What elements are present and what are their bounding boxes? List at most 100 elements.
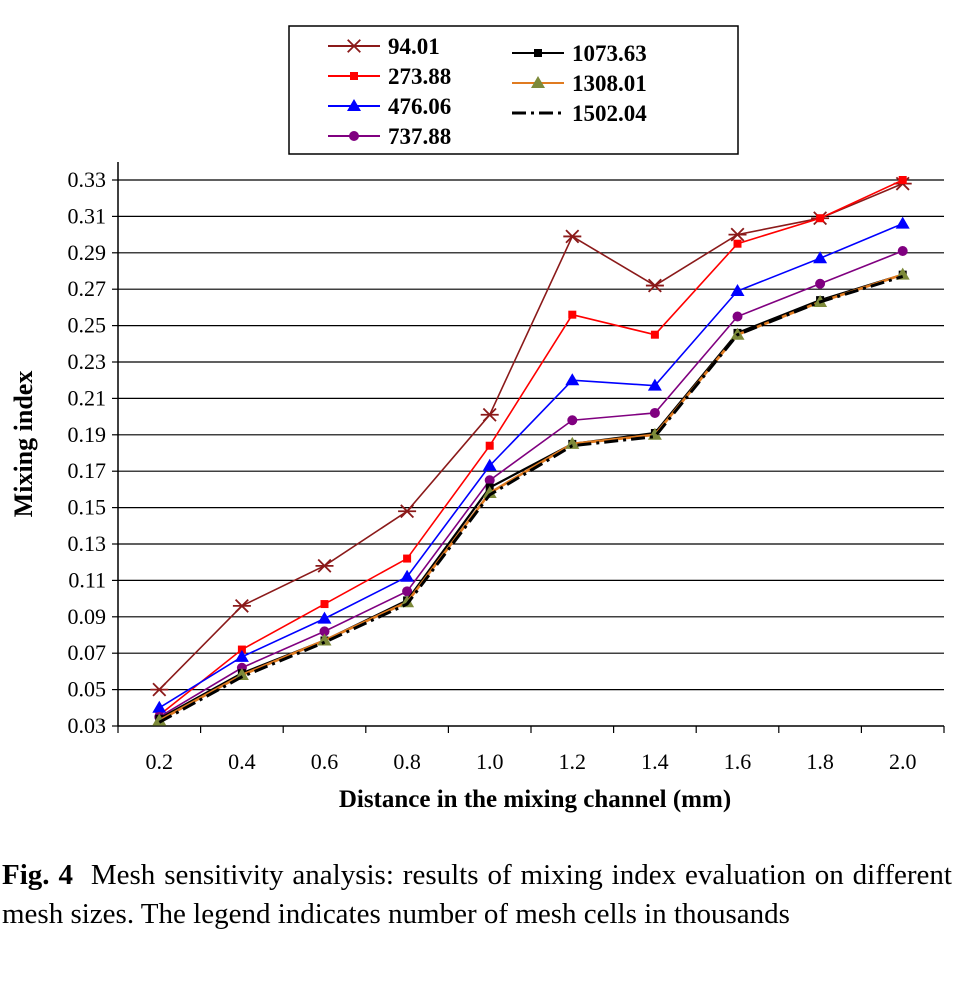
y-tick-label: 0.23 (68, 349, 107, 374)
y-tick-label: 0.27 (68, 276, 107, 301)
series-line (158, 275, 904, 724)
star-stroke (317, 558, 332, 573)
data-point (897, 245, 908, 256)
data-point (645, 278, 664, 293)
data-point (647, 378, 662, 391)
data-point (237, 645, 246, 654)
y-tick-label: 0.09 (68, 604, 107, 629)
data-point (234, 668, 249, 681)
series-737.88 (154, 245, 908, 722)
y-tick-label: 0.15 (68, 495, 107, 520)
data-point (319, 626, 330, 637)
data-point (317, 611, 332, 624)
data-point (482, 486, 497, 499)
legend-entry: 1308.01 (512, 71, 647, 96)
data-point (317, 633, 332, 646)
data-point (320, 600, 329, 609)
y-tick-label: 0.21 (68, 385, 107, 410)
legend-box (288, 25, 739, 155)
x-tick-label: 1.4 (641, 749, 669, 774)
star-stroke (234, 598, 249, 613)
star-stroke (730, 227, 745, 242)
caption-label: Fig. 4 (2, 859, 73, 891)
data-point (565, 373, 580, 386)
axes (112, 162, 945, 733)
series-line (158, 250, 903, 718)
x-tick-label: 0.2 (146, 749, 174, 774)
data-point (730, 284, 745, 297)
data-point (898, 176, 907, 184)
x-tick-label: 1.8 (806, 749, 834, 774)
y-tick-label: 0.19 (68, 422, 107, 447)
data-point (398, 504, 417, 519)
series-94.01 (150, 176, 912, 697)
legend-label: 1308.01 (572, 71, 647, 96)
legend-label: 273.88 (388, 64, 451, 89)
data-point (485, 441, 494, 450)
legend-entry: 476.06 (328, 94, 451, 119)
data-point (568, 310, 577, 319)
legend: 94.01 273.88 476.06 737.88 1073.63 1308.01 150… (288, 25, 739, 155)
legend-entry: 94.01 (328, 34, 440, 59)
data-point (480, 407, 499, 422)
star-stroke (347, 39, 361, 53)
series-line (158, 182, 904, 691)
data-point (563, 229, 582, 244)
data-point (234, 649, 249, 662)
legend-label: 1073.63 (572, 41, 647, 66)
star-stroke (152, 682, 167, 697)
grid-lines (118, 179, 944, 691)
legend-marker (350, 72, 358, 80)
x-tick-label: 1.2 (559, 749, 587, 774)
legend-marker (534, 49, 542, 57)
y-tick-label: 0.31 (68, 203, 107, 228)
series-273.88 (155, 176, 907, 720)
y-tick-label: 0.05 (68, 677, 107, 702)
x-tick-label: 1.6 (724, 749, 752, 774)
y-tick-label: 0.03 (68, 713, 107, 738)
data-point (650, 330, 659, 339)
data-point (728, 227, 747, 242)
legend-marker (345, 39, 363, 53)
x-tick-labels: 0.2 0.4 0.6 0.8 1.0 1.2 1.4 1.6 1.8 2.0 (146, 749, 917, 774)
data-point (816, 214, 825, 223)
y-tick-label: 0.13 (68, 531, 107, 556)
legend-entry: 273.88 (328, 64, 451, 89)
data-point (403, 554, 412, 563)
data-point (815, 278, 826, 289)
x-axis-label: Distance in the mixing channel (mm) (339, 786, 731, 813)
star-stroke (565, 229, 580, 244)
legend-entry: 1073.63 (512, 41, 647, 66)
data-point (402, 586, 413, 597)
y-tick-label: 0.11 (68, 567, 106, 592)
x-tick-label: 0.8 (393, 749, 421, 774)
series-476.06 (152, 216, 910, 713)
series-1073.63 (155, 270, 907, 723)
x-tick-label: 1.0 (476, 749, 504, 774)
star-stroke (647, 278, 662, 293)
data-point (484, 475, 495, 486)
data-point (813, 251, 828, 264)
data-point (150, 682, 169, 697)
y-axis-label: Mixing index (9, 371, 38, 518)
data-point (733, 239, 742, 248)
y-tick-label: 0.07 (68, 640, 107, 665)
series-line (158, 222, 904, 709)
data-point (565, 436, 580, 449)
data-point (152, 700, 167, 713)
data-point (567, 415, 578, 426)
series-lines (150, 176, 912, 726)
chart: 0.030.050.070.090.110.130.150.170.190.21… (9, 25, 945, 813)
data-point (732, 311, 743, 322)
legend-label: 737.88 (388, 124, 451, 149)
x-tick-label: 0.4 (228, 749, 256, 774)
series-1502.04 (158, 275, 904, 724)
legend-entry: 1502.04 (512, 101, 647, 126)
legend-entry: 737.88 (328, 124, 451, 149)
legend-marker (347, 99, 361, 111)
data-point (649, 407, 660, 418)
star-stroke (482, 407, 497, 422)
star-stroke (400, 504, 415, 519)
data-point (152, 713, 167, 726)
legend-label: 476.06 (388, 94, 451, 119)
